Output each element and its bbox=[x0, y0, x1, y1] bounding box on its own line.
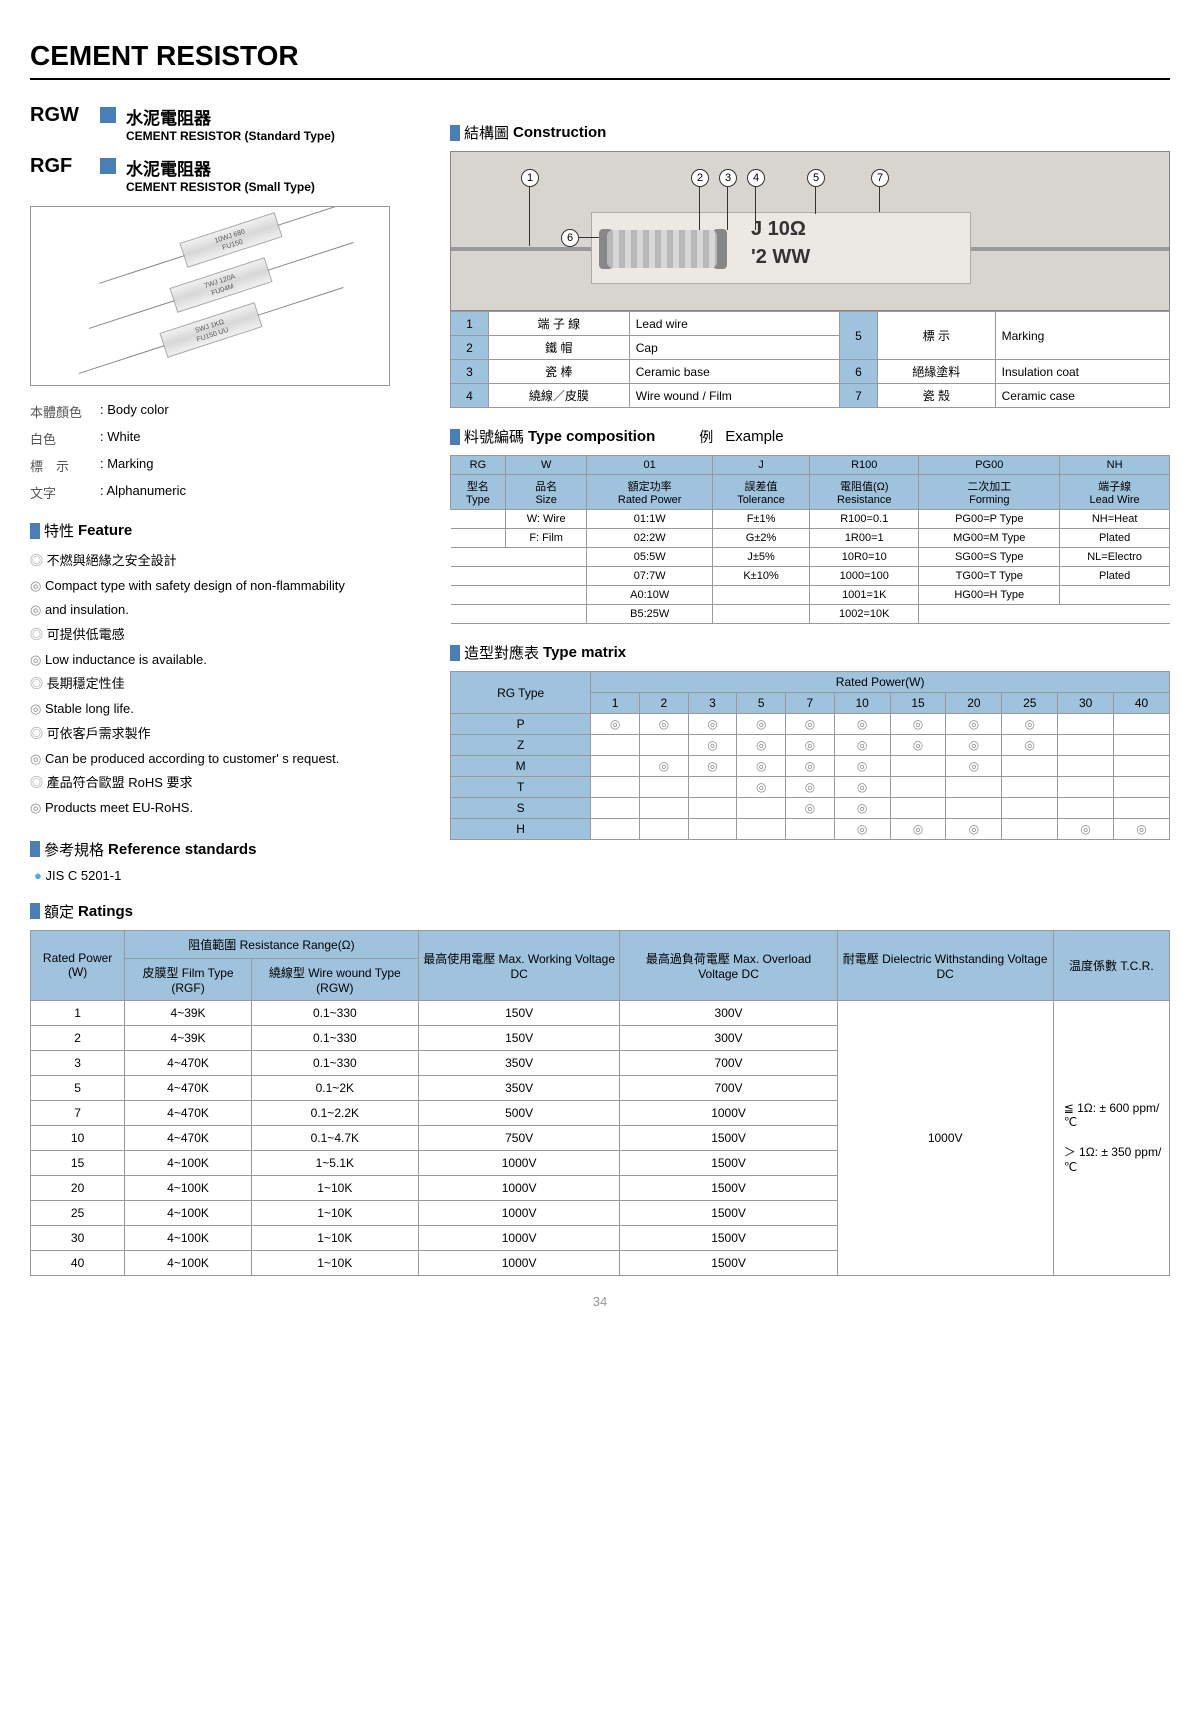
alnum-en: : Alphanumeric bbox=[100, 483, 186, 502]
alnum-zh: 文字 bbox=[30, 483, 100, 502]
refstd-item: JIS C 5201-1 bbox=[34, 868, 430, 883]
ratings-heading: 額定 Ratings bbox=[30, 901, 1170, 922]
product-photo: 10WJ 680FU150 7WJ 120AFU04M 5WJ 1KΩFU150… bbox=[30, 206, 390, 386]
refstd-heading: 參考規格 Reference standards bbox=[30, 839, 430, 860]
refstd-heading-zh: 參考規格 bbox=[44, 839, 104, 860]
construction-diagram: J 10Ω '2 WW 1 2 3 4 5 7 6 bbox=[450, 151, 1170, 311]
page-number: 34 bbox=[30, 1294, 1170, 1309]
feature-item: Stable long life. bbox=[30, 697, 430, 722]
feature-item: Low inductance is available. bbox=[30, 648, 430, 673]
feature-item: and insulation. bbox=[30, 598, 430, 623]
marking-zh: 標 示 bbox=[30, 456, 100, 475]
ratings-table: Rated Power (W) 阻值範圍 Resistance Range(Ω)… bbox=[30, 930, 1170, 1276]
info-table: 本體顏色: Body color 白色: White 標 示: Marking … bbox=[30, 402, 430, 502]
example-en: Example bbox=[725, 428, 783, 445]
section-bar-icon bbox=[450, 429, 460, 445]
section-bar-icon bbox=[450, 125, 460, 141]
bodycolor-en: : Body color bbox=[100, 402, 169, 421]
feature-item: 可依客戶需求製作 bbox=[30, 722, 430, 747]
marking-en: : Marking bbox=[100, 456, 153, 475]
example-zh: 例 bbox=[699, 427, 713, 447]
section-bar-icon bbox=[30, 903, 40, 919]
features-heading-zh: 特性 bbox=[44, 520, 74, 541]
feature-item: Compact type with safety design of non-f… bbox=[30, 574, 430, 599]
diagram-mark-2: '2 WW bbox=[751, 246, 810, 269]
type-code: RGF bbox=[30, 155, 90, 178]
construction-heading: 結構圖 Construction bbox=[450, 122, 1170, 143]
features-list: 不燃與絕緣之安全設計Compact type with safety desig… bbox=[30, 549, 430, 821]
type-name-en: CEMENT RESISTOR (Small Type) bbox=[126, 180, 315, 194]
feature-item: 可提供低電感 bbox=[30, 623, 430, 648]
type-name-zh: 水泥電阻器 bbox=[126, 155, 315, 180]
composition-heading-en: Type composition bbox=[528, 428, 655, 445]
type-name-zh: 水泥電阻器 bbox=[126, 104, 335, 129]
section-bar-icon bbox=[30, 523, 40, 539]
feature-item: Can be produced according to customer' s… bbox=[30, 747, 430, 772]
white-zh: 白色 bbox=[30, 429, 100, 448]
ratings-heading-zh: 額定 bbox=[44, 901, 74, 922]
feature-item: Products meet EU-RoHS. bbox=[30, 796, 430, 821]
composition-heading-zh: 料號編碼 bbox=[464, 426, 524, 447]
matrix-table: RG TypeRated Power(W)12357101520253040P◎… bbox=[450, 671, 1170, 840]
features-heading-en: Feature bbox=[78, 522, 132, 539]
features-heading: 特性 Feature bbox=[30, 520, 430, 541]
refstd-heading-en: Reference standards bbox=[108, 841, 256, 858]
construction-table: 1端 子 線Lead wire 5標 示Marking 2鐵 帽Cap 3瓷 棒… bbox=[450, 311, 1170, 408]
matrix-heading: 造型對應表 Type matrix bbox=[450, 642, 1170, 663]
matrix-heading-zh: 造型對應表 bbox=[464, 642, 539, 663]
feature-item: 長期穩定性佳 bbox=[30, 672, 430, 697]
blue-square-icon bbox=[100, 107, 116, 123]
construction-heading-zh: 結構圖 bbox=[464, 122, 509, 143]
construction-heading-en: Construction bbox=[513, 124, 606, 141]
page-title: CEMENT RESISTOR bbox=[30, 40, 1170, 80]
blue-square-icon bbox=[100, 158, 116, 174]
diagram-mark-1: J 10Ω bbox=[751, 218, 806, 241]
types-list: RGW 水泥電阻器 CEMENT RESISTOR (Standard Type… bbox=[30, 104, 430, 194]
bodycolor-zh: 本體顏色 bbox=[30, 402, 100, 421]
composition-heading: 料號編碼 Type composition 例 Example bbox=[450, 426, 1170, 447]
section-bar-icon bbox=[450, 645, 460, 661]
feature-item: 產品符合歐盟 RoHS 要求 bbox=[30, 771, 430, 796]
type-name-en: CEMENT RESISTOR (Standard Type) bbox=[126, 129, 335, 143]
composition-table: RGW01JR100PG00NH型名Type品名Size額定功率Rated Po… bbox=[450, 455, 1170, 624]
ratings-heading-en: Ratings bbox=[78, 903, 133, 920]
matrix-heading-en: Type matrix bbox=[543, 644, 626, 661]
section-bar-icon bbox=[30, 841, 40, 857]
feature-item: 不燃與絕緣之安全設計 bbox=[30, 549, 430, 574]
white-en: : White bbox=[100, 429, 140, 448]
type-code: RGW bbox=[30, 104, 90, 127]
